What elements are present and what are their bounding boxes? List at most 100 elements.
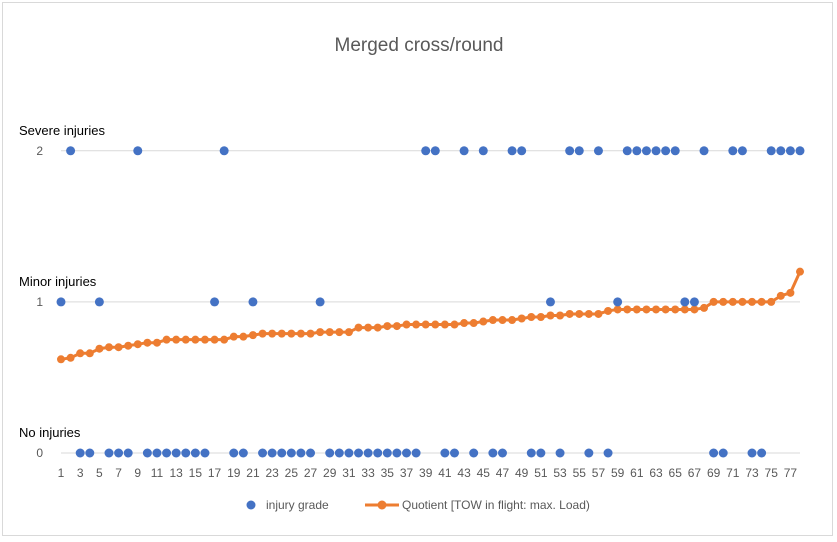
quotient-point — [172, 335, 181, 344]
injury-grade-point — [411, 448, 421, 458]
quotient-point — [767, 297, 776, 306]
x-tick-label: 23 — [265, 466, 279, 480]
quotient-point — [316, 328, 325, 337]
injury-grade-point — [689, 297, 699, 307]
injury-grade-point — [85, 448, 95, 458]
quotient-point — [460, 319, 469, 328]
injury-grade-point — [171, 448, 181, 458]
quotient-point — [364, 323, 373, 332]
injury-grade-point — [296, 448, 306, 458]
injury-grade-point — [238, 448, 248, 458]
quotient-point — [402, 320, 411, 329]
x-tick-label: 15 — [189, 466, 203, 480]
quotient-point — [796, 267, 804, 276]
injury-grade-point — [210, 297, 220, 307]
x-tick-label: 51 — [534, 466, 548, 480]
quotient-point — [268, 329, 277, 338]
injury-grade-point — [162, 448, 172, 458]
injury-grade-point — [641, 146, 651, 156]
quotient-point — [200, 335, 209, 344]
injury-grade-point — [94, 297, 104, 307]
quotient-point — [613, 305, 622, 314]
x-tick-label: 37 — [400, 466, 414, 480]
injury-grade-point — [373, 448, 383, 458]
quotient-point — [181, 335, 190, 344]
injury-grade-point — [440, 448, 450, 458]
injury-grade-point — [190, 448, 200, 458]
quotient-point — [565, 309, 574, 318]
quotient-point — [124, 341, 133, 350]
injury-grade-point — [142, 448, 152, 458]
quotient-point — [162, 335, 171, 344]
x-tick-label: 7 — [115, 466, 122, 480]
quotient-point — [220, 335, 229, 344]
injury-grade-point — [258, 448, 268, 458]
quotient-point — [556, 311, 565, 320]
x-tick-label: 67 — [688, 466, 702, 480]
quotient-point — [748, 297, 757, 306]
x-tick-label: 25 — [285, 466, 299, 480]
injury-grade-point — [565, 146, 575, 156]
quotient-point — [632, 305, 641, 314]
injury-grade-point — [478, 146, 488, 156]
legend-label-quotient: Quotient [TOW in flight: max. Load) — [402, 498, 590, 512]
injury-grade-point — [507, 146, 517, 156]
injury-grade-point — [766, 146, 776, 156]
injury-grade-point — [469, 448, 479, 458]
x-tick-label: 59 — [611, 466, 625, 480]
quotient-point — [719, 297, 728, 306]
legend-marker-injury-grade — [246, 500, 256, 510]
quotient-point — [469, 319, 478, 328]
quotient-point — [133, 340, 142, 349]
quotient-point — [191, 335, 200, 344]
injury-grade-point — [574, 146, 584, 156]
x-tick-label: 61 — [630, 466, 644, 480]
injury-grade-point — [200, 448, 210, 458]
quotient-point — [277, 329, 286, 338]
injury-grade-point — [670, 146, 680, 156]
chart-frame: Merged cross/round Severe injuries Minor … — [2, 2, 833, 536]
injury-grade-point — [699, 146, 709, 156]
injury-grade-point — [622, 146, 632, 156]
quotient-point — [421, 320, 430, 329]
x-tick-label: 11 — [151, 466, 164, 480]
quotient-point — [450, 320, 459, 329]
injury-grade-point — [555, 448, 565, 458]
x-tick-label: 31 — [342, 466, 356, 480]
x-tick-label: 73 — [745, 466, 759, 480]
injury-grade-point — [632, 146, 642, 156]
injury-grade-point — [497, 448, 507, 458]
injury-grade-point — [219, 146, 229, 156]
quotient-point — [431, 320, 440, 329]
x-tick-label: 65 — [669, 466, 683, 480]
injury-grade-point — [277, 448, 287, 458]
x-tick-label: 45 — [477, 466, 491, 480]
x-tick-label: 17 — [208, 466, 222, 480]
injury-grade-point — [449, 448, 459, 458]
injury-grade-point — [392, 448, 402, 458]
quotient-point — [527, 313, 536, 321]
injury-grade-point — [488, 448, 498, 458]
quotient-point — [479, 317, 488, 326]
quotient-point — [690, 305, 699, 314]
quotient-point — [604, 306, 613, 315]
quotient-point — [652, 305, 661, 314]
injury-grade-point — [459, 146, 469, 156]
x-tick-label: 57 — [592, 466, 606, 480]
category-label: Minor injuries — [19, 274, 97, 289]
injury-grade-point — [728, 146, 738, 156]
quotient-point — [786, 288, 795, 297]
quotient-point — [440, 320, 449, 329]
injury-grade-point — [133, 146, 143, 156]
quotient-point — [392, 322, 401, 331]
x-tick-label: 27 — [304, 466, 318, 480]
injury-grade-point — [718, 448, 728, 458]
chart-svg: Merged cross/round Severe injuries Minor … — [19, 35, 805, 512]
injury-grade-point — [104, 448, 114, 458]
injury-grade-point — [66, 146, 76, 156]
x-tick-label: 35 — [381, 466, 395, 480]
x-tick-label: 75 — [765, 466, 779, 480]
quotient-point — [335, 328, 344, 337]
chart-title: Merged cross/round — [335, 35, 504, 56]
quotient-point — [229, 332, 238, 341]
